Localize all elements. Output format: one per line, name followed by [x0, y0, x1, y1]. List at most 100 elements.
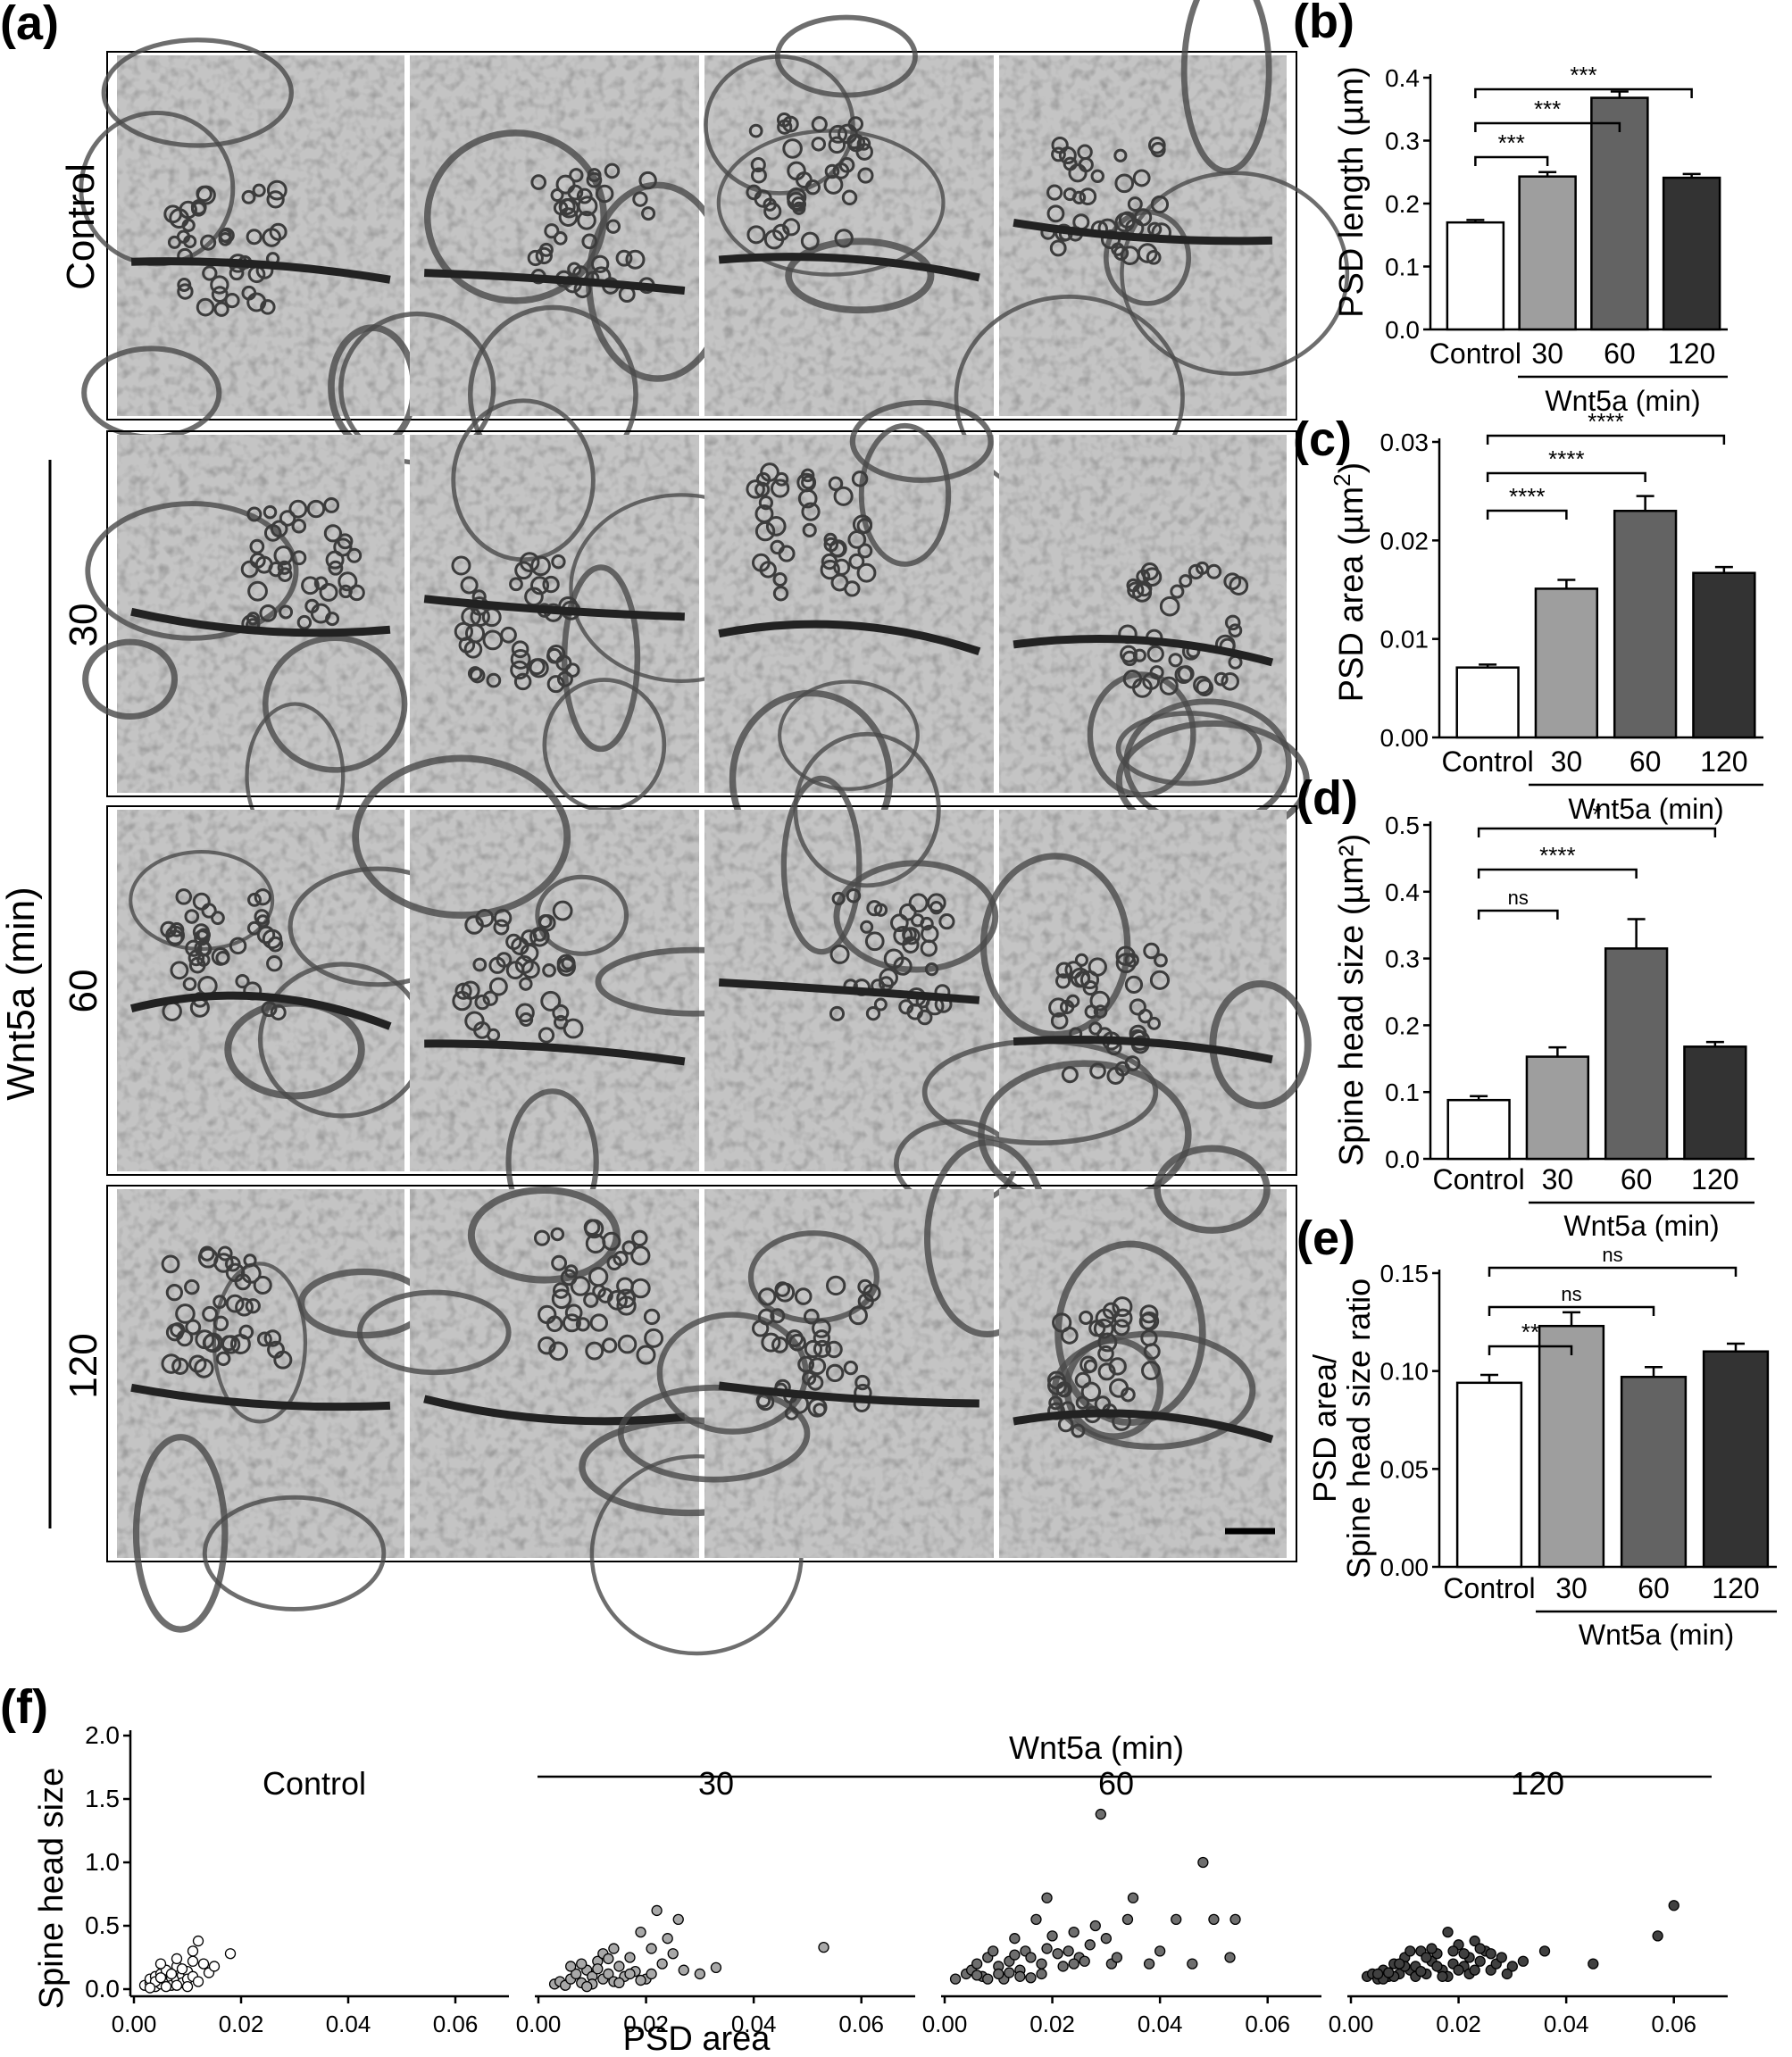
scatter-point — [1025, 1952, 1037, 1963]
bar-120 — [1683, 1045, 1747, 1161]
bar-30 — [1525, 1055, 1590, 1161]
significance-label: *** — [1570, 62, 1596, 88]
chart-c-ylabel-close: ) — [1333, 462, 1371, 474]
bar-60 — [1613, 509, 1678, 739]
em-row-label-60: 60 — [62, 970, 105, 1013]
scatter-point — [1041, 1892, 1053, 1903]
scatter-point — [651, 1904, 663, 1917]
scatter-panel-60: 0.00 0.02 0.04 0.06 60 — [922, 1765, 1321, 2037]
scatter-point — [1041, 1943, 1053, 1954]
category-label: 120 — [1712, 1572, 1759, 1604]
scatter-point — [187, 1955, 199, 1967]
x-tick-label: 0.02 — [219, 2011, 264, 2037]
scatter-point — [576, 1958, 588, 1970]
y-tick-label: 0.3 — [1385, 945, 1420, 973]
y-tick-label: 0.1 — [1385, 254, 1420, 281]
y-tick-label: 0.5 — [1385, 812, 1420, 839]
y-tick-label: 0.0 — [85, 1975, 120, 2003]
scatter-point — [1229, 1913, 1241, 1926]
scatter-point — [181, 1981, 194, 1993]
scatter-point — [1224, 1952, 1236, 1963]
em-micrograph — [338, 55, 729, 484]
chart-d-spine-head-size: 0.0 0.1 0.2 0.3 0.4 0.5 Control 30 60 120 Wnt5a (m… — [1385, 801, 1754, 1242]
bar-30 — [1538, 1324, 1605, 1569]
x-tick-label: 0.06 — [1651, 2011, 1696, 2037]
scatter-point — [1057, 1961, 1069, 1972]
em-micrograph — [704, 14, 994, 416]
scatter-point — [613, 1977, 625, 1989]
x-tick-label: 0.02 — [623, 2011, 669, 2037]
significance-bracket — [1486, 471, 1646, 482]
bar-30 — [1534, 587, 1599, 739]
em-micrograph — [352, 754, 796, 1237]
scatter-point — [694, 1968, 706, 1980]
significance-label: *** — [1498, 129, 1525, 156]
scatter-series-label: Control — [263, 1765, 366, 1802]
panel-d-label: (d) — [1296, 771, 1358, 825]
scatter-point — [1538, 1945, 1551, 1957]
scatter-point — [1431, 1961, 1443, 1972]
scatter-point — [1068, 1958, 1079, 1970]
scatter-point — [1371, 1968, 1384, 1980]
em-micrograph — [117, 1189, 429, 1633]
scatter-point — [1197, 1856, 1209, 1869]
scatter-point — [818, 1941, 829, 1953]
scatter-point — [1127, 1892, 1139, 1903]
scatter-panel-Control: 0.00 0.02 0.04 0.06 0.0 0.5 1.0 1.5 2.0 Control — [85, 1721, 509, 2037]
scatter-point — [1025, 1972, 1037, 1984]
scatter-point — [144, 1982, 156, 1994]
bar-60 — [1590, 96, 1649, 331]
group-label: Wnt5a (min) — [1579, 1619, 1734, 1651]
scatter-point — [1095, 1808, 1106, 1820]
category-label: 60 — [1629, 745, 1662, 778]
significance-label: **** — [1509, 483, 1545, 510]
scatter-point — [1496, 1952, 1507, 1963]
scatter-point — [1469, 1935, 1480, 1947]
scatter-point — [1501, 1968, 1513, 1980]
significance-label: **** — [1588, 408, 1623, 435]
scatter-point — [1171, 1913, 1182, 1926]
scatter-point — [678, 1964, 689, 1976]
em-micrograph-grid — [79, 0, 1350, 1656]
y-tick-label: 0.00 — [1380, 724, 1429, 752]
y-tick-label: 0.5 — [85, 1911, 120, 1939]
chart-e-ylabel-line2: Spine head size ratio — [1340, 1278, 1377, 1578]
scatter-point — [1111, 1952, 1123, 1963]
x-tick-label: 0.02 — [1436, 2011, 1481, 2037]
x-tick-label: 0.04 — [1544, 2011, 1589, 2037]
em-row-label-30: 30 — [62, 604, 105, 647]
significance-bracket — [1488, 1266, 1738, 1277]
scatter-point — [581, 1981, 593, 1993]
scatter-point — [624, 1968, 636, 1980]
category-label: 30 — [1531, 337, 1563, 370]
y-tick-label: 0.02 — [1380, 527, 1429, 554]
scatter-point — [1084, 1939, 1096, 1951]
scatter-point — [1588, 1958, 1599, 1970]
scatter-point — [603, 1968, 614, 1980]
scatter-point — [154, 1958, 167, 1970]
em-row-frame — [106, 1185, 1297, 1562]
em-micrograph — [704, 399, 994, 869]
x-tick-label: 0.00 — [1329, 2011, 1374, 2037]
bar-120 — [1692, 571, 1756, 739]
scatter-point — [1030, 1913, 1042, 1926]
bar-120 — [1702, 1350, 1770, 1569]
em-row-frame — [106, 805, 1297, 1176]
scatter-point — [949, 1973, 962, 1985]
chart-e-ylabel-line1: PSD area/ — [1306, 1354, 1343, 1503]
scatter-point — [1009, 1949, 1021, 1961]
chart-c-ylabel: PSD area (µm2) — [1329, 462, 1371, 703]
scatter-point — [1437, 1970, 1448, 1982]
scatter-point — [971, 1970, 983, 1981]
scatter-point — [1421, 1952, 1432, 1963]
x-tick-label: 0.06 — [838, 2011, 884, 2037]
panel-b-label: (b) — [1293, 0, 1354, 48]
scatter-point — [1394, 1958, 1405, 1970]
significance-label: * — [1592, 801, 1601, 828]
category-label: 30 — [1555, 1572, 1588, 1604]
scatter-point — [197, 1958, 210, 1970]
x-tick-label: 0.06 — [1245, 2011, 1290, 2037]
category-label: 60 — [1638, 1572, 1670, 1604]
scatter-point — [1046, 1930, 1058, 1942]
scatter-point — [1089, 1920, 1101, 1932]
